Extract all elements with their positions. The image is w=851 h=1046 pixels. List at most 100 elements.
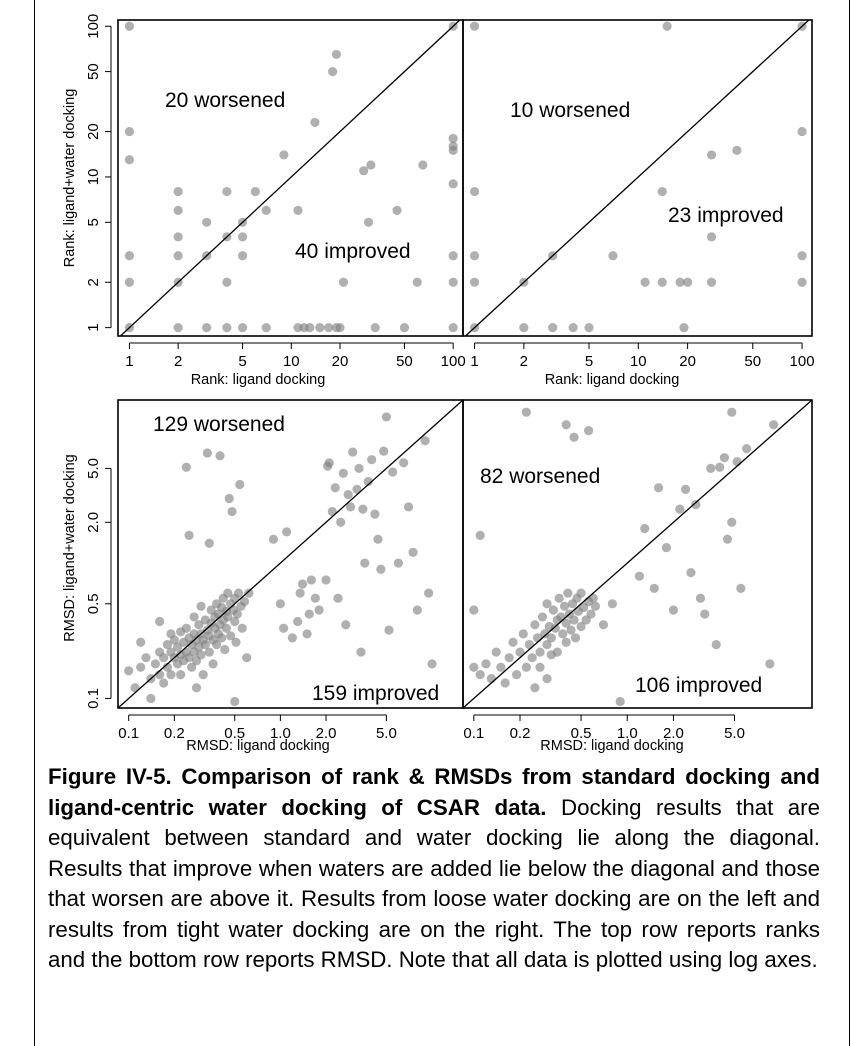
- caption-title: Figure IV-5. Comparison of rank & RMSDs …: [48, 764, 820, 820]
- data-point: [535, 662, 545, 672]
- data-point: [206, 605, 216, 615]
- data-point: [797, 126, 807, 137]
- data-point: [695, 593, 706, 603]
- data-point: [146, 693, 156, 704]
- data-point: [521, 407, 531, 417]
- data-point: [475, 670, 485, 680]
- data-point: [675, 277, 685, 287]
- figure-frame: [34, 0, 850, 1046]
- data-point: [653, 483, 664, 493]
- data-point: [187, 662, 197, 672]
- x-tick-label: 0.1: [118, 725, 139, 742]
- data-point: [194, 620, 204, 630]
- data-point: [469, 662, 479, 672]
- data-point: [469, 21, 480, 31]
- data-point: [162, 662, 173, 672]
- data-point: [124, 126, 135, 137]
- data-point: [546, 633, 556, 643]
- panel-top-right: 1 2 5 10 20 50 100 Rank: ligand docking 10 worse…: [462, 19, 815, 388]
- panel-border: [462, 399, 813, 709]
- data-point: [159, 678, 169, 688]
- data-point: [727, 517, 737, 527]
- data-point: [181, 623, 191, 633]
- data-point: [208, 659, 218, 669]
- data-point: [558, 629, 568, 639]
- data-point: [448, 277, 458, 287]
- data-point: [341, 620, 351, 630]
- data-point: [719, 453, 730, 463]
- data-point: [797, 277, 807, 287]
- data-point: [328, 67, 338, 77]
- data-point: [204, 647, 214, 657]
- data-point: [675, 504, 685, 514]
- data-point: [515, 647, 525, 657]
- data-point: [588, 593, 598, 603]
- data-point: [448, 323, 458, 333]
- data-point: [403, 502, 414, 512]
- data-point: [661, 543, 672, 553]
- data-point: [237, 623, 247, 633]
- data-point: [657, 277, 667, 287]
- data-point: [388, 467, 398, 477]
- y-tick-label: 5: [85, 218, 102, 226]
- data-point: [231, 637, 241, 647]
- data-point: [204, 538, 214, 548]
- y-tick-label: 100: [85, 14, 102, 39]
- data-point: [550, 623, 560, 633]
- x-tick-label: 50: [396, 353, 413, 370]
- data-point: [191, 683, 202, 693]
- data-point: [657, 186, 667, 197]
- data-point: [370, 323, 380, 333]
- annotation-lower-right: 40 improved: [295, 240, 411, 263]
- data-point: [537, 612, 548, 622]
- data-point: [379, 446, 389, 456]
- data-point: [691, 500, 701, 510]
- x-tick-label: 10: [630, 353, 647, 370]
- data-point: [700, 609, 710, 619]
- panel-bottom-right: 0.1 0.2 0.5 1.0 2.0 5.0 RMSD: ligand docking 82…: [462, 399, 813, 754]
- data-point: [640, 523, 650, 534]
- x-tick-label: 50: [744, 353, 761, 370]
- data-point: [486, 674, 496, 684]
- data-point: [345, 502, 356, 512]
- x-axis-label: Rank: ligand docking: [545, 372, 680, 388]
- data-point: [237, 232, 248, 242]
- data-point: [321, 575, 331, 585]
- data-point: [338, 277, 349, 287]
- data-point: [491, 647, 501, 657]
- data-point: [324, 323, 334, 333]
- x-tick-label: 100: [790, 353, 815, 370]
- annotation-lower-right: 23 improved: [668, 204, 784, 227]
- x-tick-label: 5.0: [376, 725, 397, 742]
- diagonal-line: [462, 399, 813, 709]
- data-point: [711, 639, 721, 650]
- diagonal-line: [465, 19, 810, 337]
- panel-border: [462, 19, 813, 337]
- data-point: [765, 659, 775, 669]
- data-point: [159, 653, 169, 663]
- data-point: [524, 639, 534, 650]
- data-point: [546, 650, 556, 660]
- annotation-upper-left: 20 worsened: [165, 89, 285, 112]
- data-point: [408, 547, 418, 557]
- x-tick-label: 5.0: [724, 725, 745, 742]
- data-point: [297, 579, 308, 589]
- data-point: [221, 623, 231, 633]
- data-point: [196, 601, 206, 611]
- data-point: [200, 639, 210, 650]
- data-point: [504, 653, 514, 663]
- data-point: [331, 49, 342, 60]
- data-point: [212, 639, 222, 650]
- data-point: [278, 623, 289, 633]
- data-point: [527, 653, 537, 663]
- data-point: [566, 625, 576, 635]
- data-point: [584, 426, 594, 436]
- data-point: [448, 251, 458, 261]
- x-tick-label: 1.0: [617, 725, 638, 742]
- data-point: [230, 696, 240, 707]
- data-point: [261, 205, 271, 215]
- data-point: [448, 179, 458, 189]
- data-point: [173, 323, 183, 333]
- data-point: [715, 462, 725, 472]
- data-point: [570, 633, 581, 643]
